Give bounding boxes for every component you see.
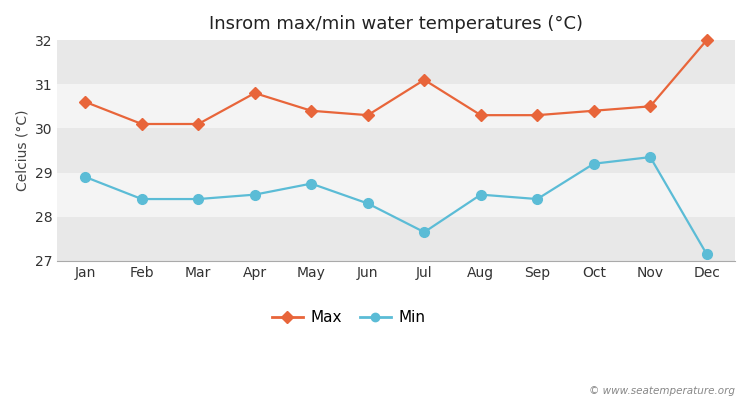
Min	[363, 201, 372, 206]
Bar	[57, 128, 735, 172]
Bar	[57, 40, 735, 84]
Min	[194, 197, 202, 202]
Min	[590, 161, 598, 166]
Y-axis label: Celcius (°C): Celcius (°C)	[15, 110, 29, 191]
Min	[251, 192, 260, 197]
Bar	[57, 84, 735, 128]
Min	[702, 252, 711, 257]
Max	[194, 122, 202, 126]
Min	[307, 181, 316, 186]
Min	[476, 192, 485, 197]
Legend: Max, Min: Max, Min	[266, 304, 431, 331]
Line: Min: Min	[80, 152, 712, 259]
Title: Insrom max/min water temperatures (°C): Insrom max/min water temperatures (°C)	[209, 15, 583, 33]
Bar	[57, 217, 735, 261]
Text: © www.seatemperature.org: © www.seatemperature.org	[589, 386, 735, 396]
Max	[532, 113, 542, 118]
Max	[363, 113, 372, 118]
Max	[251, 91, 260, 96]
Max	[137, 122, 146, 126]
Max	[476, 113, 485, 118]
Max	[420, 78, 429, 82]
Max	[81, 100, 90, 104]
Min	[646, 155, 655, 160]
Min	[420, 230, 429, 234]
Max	[646, 104, 655, 109]
Min	[137, 197, 146, 202]
Max	[590, 108, 598, 113]
Min	[532, 197, 542, 202]
Min	[81, 174, 90, 179]
Bar	[57, 172, 735, 217]
Line: Max: Max	[81, 36, 711, 128]
Max	[702, 38, 711, 42]
Max	[307, 108, 316, 113]
